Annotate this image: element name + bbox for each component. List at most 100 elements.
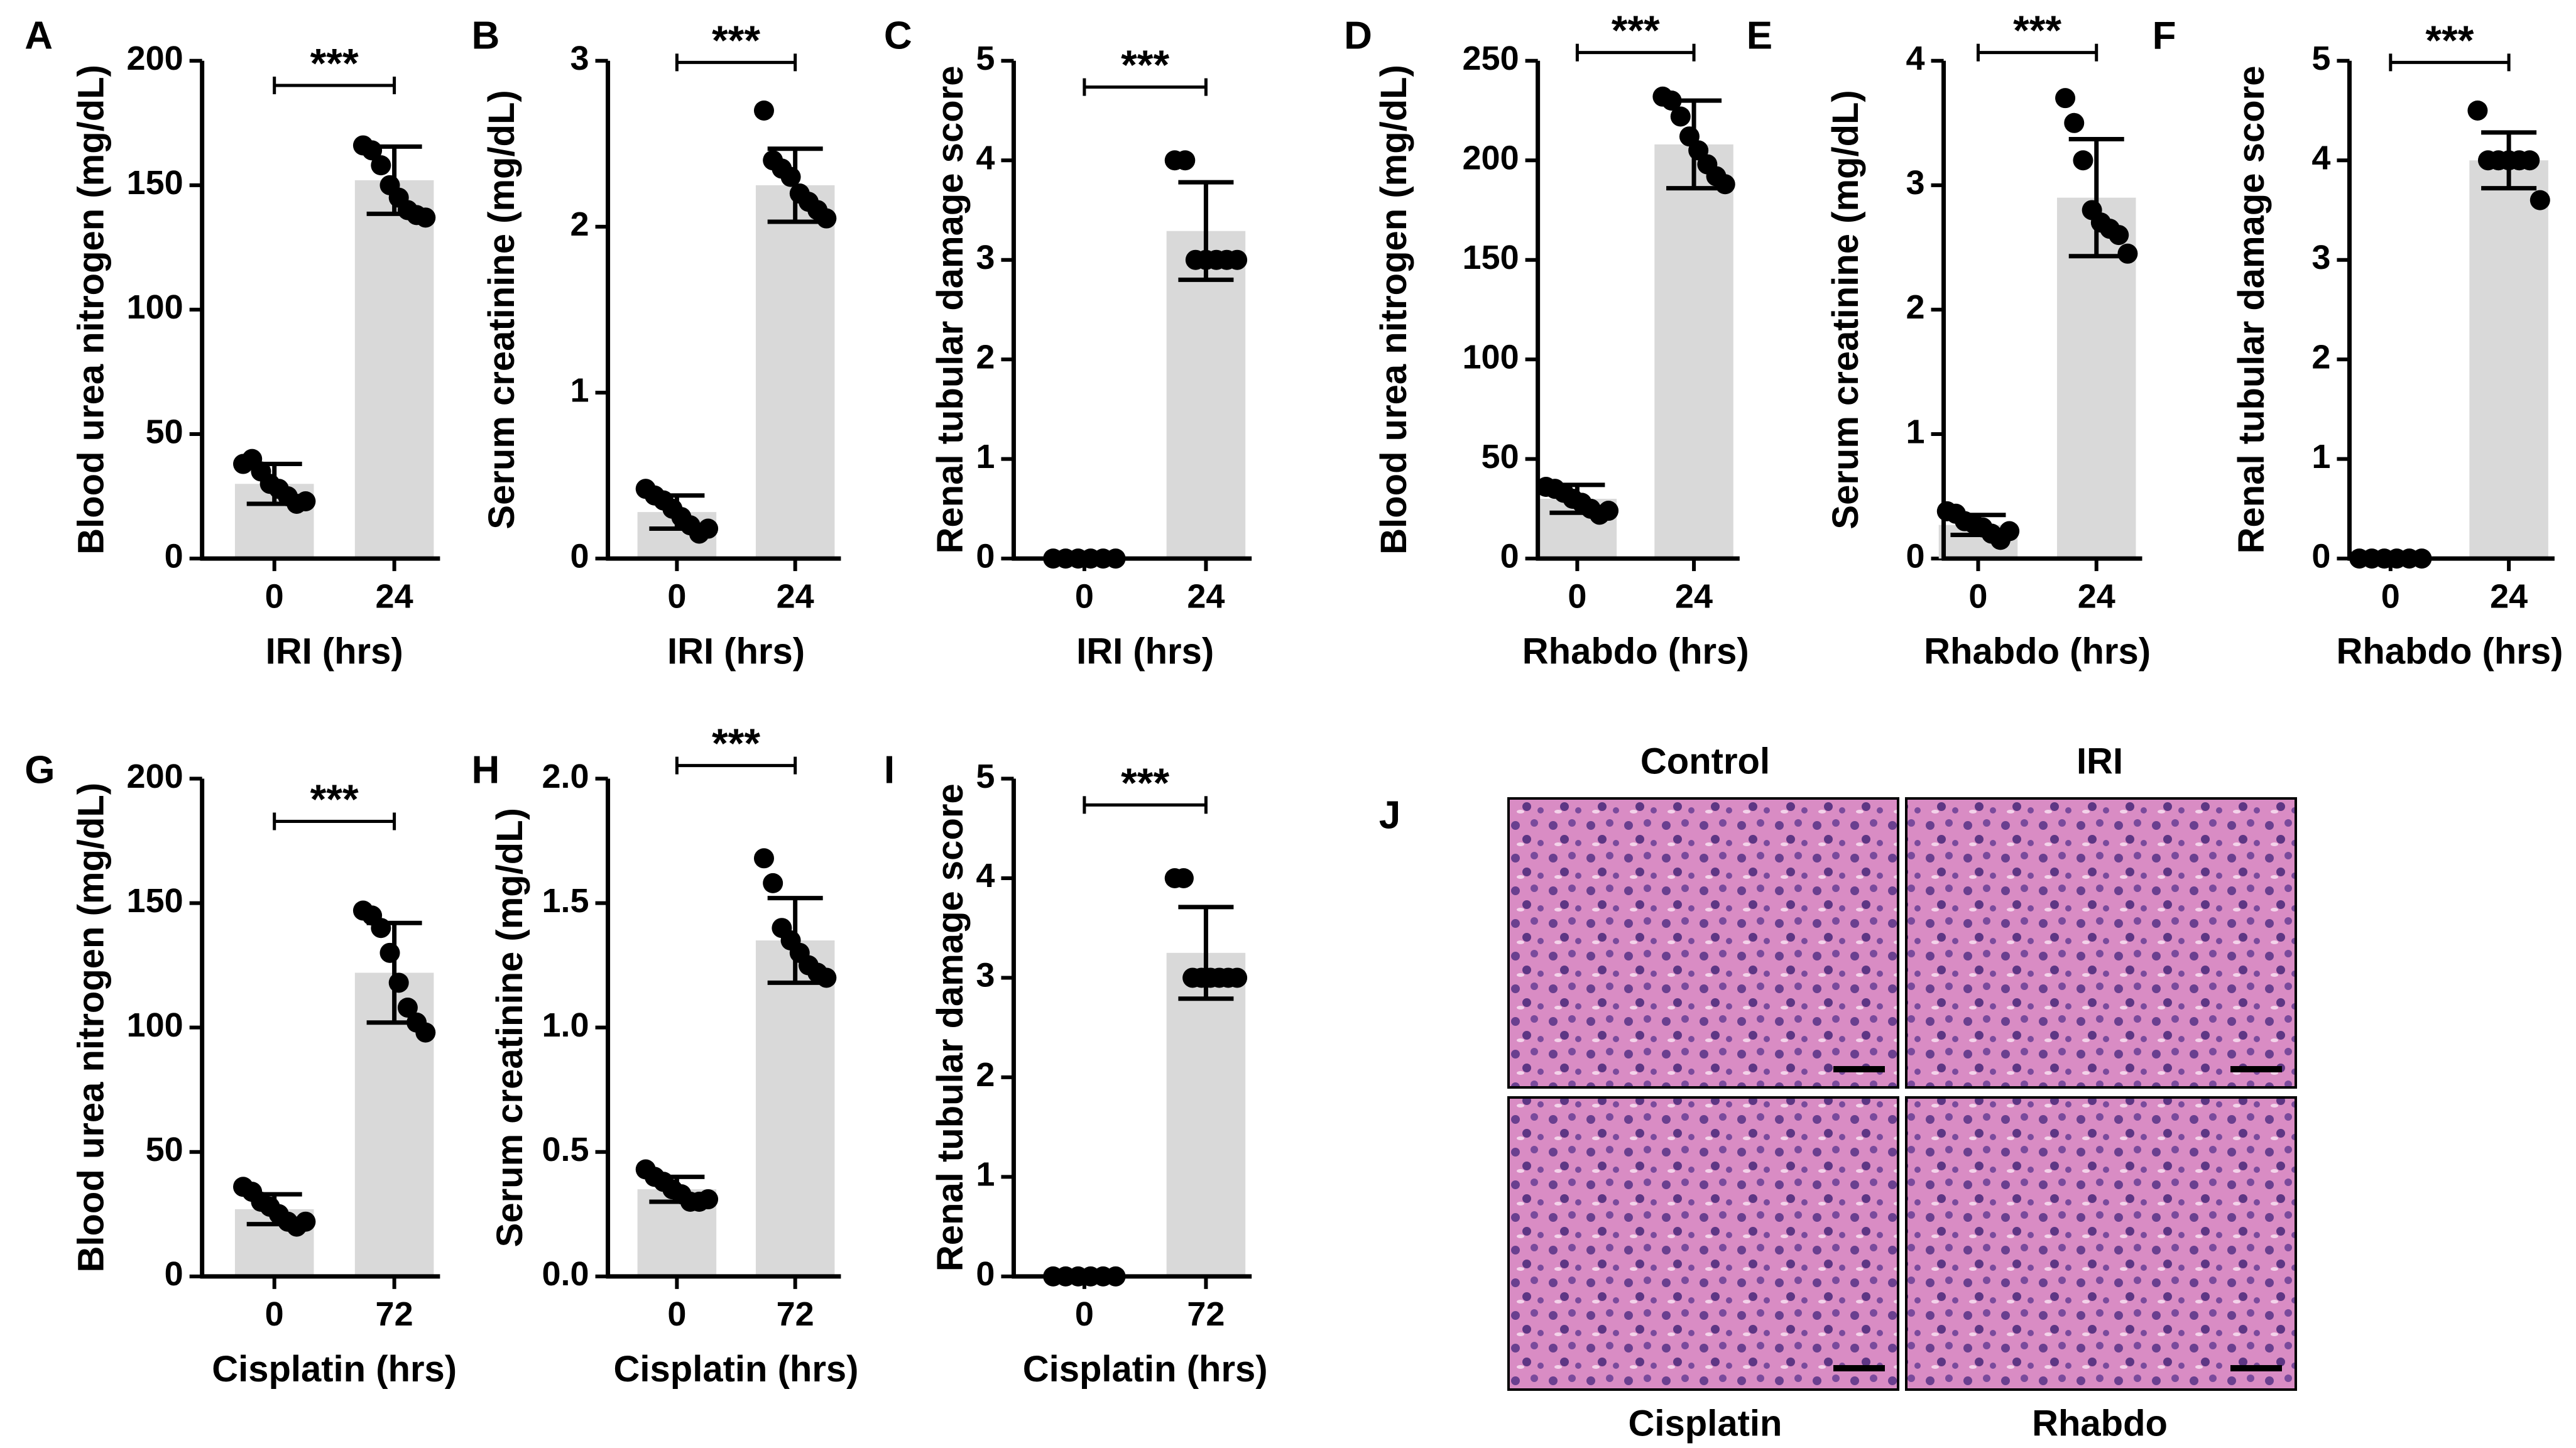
data-point [2109,225,2129,246]
error-bar [767,896,823,985]
y-tick-label: 2 [570,205,589,243]
x-tick-label: 72 [1187,1295,1225,1333]
x-axis-title: Cisplatin (hrs) [212,1349,457,1390]
y-tick-label: 150 [127,164,183,202]
x-tick-label: 24 [2078,577,2115,615]
x-tick-label: 0 [1075,577,1094,615]
data-point [2073,150,2093,171]
error-bar [1950,513,2006,537]
y-tick-label: 1 [976,438,995,476]
data-point [753,100,774,121]
significance-label: *** [1121,41,1169,88]
y-tick-label: 100 [127,288,183,326]
y-tick-label: 200 [1463,139,1519,177]
y-tick-label: 2 [2311,338,2330,376]
data-point [1999,521,2020,542]
data-point [295,1211,316,1232]
bar [755,940,835,1277]
y-tick-label: 1 [570,371,589,409]
histology-image [1507,1096,1899,1391]
x-tick-label: 72 [777,1295,814,1333]
error-bar [2068,137,2124,259]
data-point [698,1189,719,1210]
significance-label: *** [712,17,760,63]
x-tick-label: 0 [1968,577,1987,615]
x-axis-title: Rhabdo (hrs) [2337,631,2563,672]
y-tick-label: 0 [976,537,995,575]
panel-letter: E [1747,14,1772,58]
data-point [753,848,774,869]
error-bar [1178,180,1234,282]
y-tick-label: 0 [165,537,183,575]
histology-image [1905,797,2297,1089]
y-tick-label: 1 [976,1156,995,1194]
y-tick-label: 50 [1482,438,1519,476]
data-point [1175,150,1196,171]
data-point [763,873,783,893]
panel-letter: J [1379,793,1400,837]
bar [2469,160,2548,559]
x-tick-label: 24 [376,577,413,615]
significance-label: *** [310,776,359,822]
data-point [397,997,418,1018]
y-tick-label: 250 [1463,40,1519,77]
y-tick-label: 0.0 [542,1255,589,1293]
y-tick-label: 5 [976,40,995,77]
bar [1654,144,1733,559]
data-point [1173,868,1194,888]
x-axis-title: Cisplatin (hrs) [614,1349,859,1390]
image-label: Rhabdo [2032,1403,2168,1444]
y-axis-title: Blood urea nitrogen (mg/dL) [70,783,111,1273]
error-bar [366,144,422,216]
x-axis-title: Cisplatin (hrs) [1023,1349,1268,1390]
y-axis-title: Blood urea nitrogen (mg/dL) [1373,65,1414,555]
data-point [1715,174,1735,195]
y-tick-label: 5 [976,758,995,795]
y-tick-label: 2 [1906,288,1924,326]
data-point [415,207,436,228]
y-tick-label: 5 [2311,40,2330,77]
panel-letter: F [2153,14,2176,58]
image-label: Control [1640,741,1770,781]
error-bar [246,462,302,506]
y-tick-label: 50 [146,413,183,450]
error-bar [246,1192,302,1227]
y-tick-label: 0 [2311,537,2330,575]
x-tick-label: 0 [667,1295,686,1333]
data-point [816,208,837,229]
y-tick-label: 4 [976,139,995,177]
y-tick-label: 50 [146,1131,183,1168]
x-tick-label: 0 [265,1295,284,1333]
y-tick-label: 2 [976,1056,995,1094]
y-axis-title: Serum creatinine (mg/dL) [481,90,522,529]
x-tick-label: 72 [376,1295,413,1333]
bar [354,180,434,559]
x-axis-title: IRI (hrs) [266,631,403,672]
error-bar [1666,98,1722,191]
y-tick-label: 1 [1906,413,1924,450]
x-tick-label: 24 [1675,577,1713,615]
y-axis-title: Renal tubular damage score [930,66,971,554]
panel-letter: G [25,749,55,792]
data-point [415,1022,436,1043]
y-tick-label: 1 [2311,438,2330,476]
x-tick-label: 0 [667,577,686,615]
data-point [388,972,409,993]
data-point [1227,249,1248,270]
y-tick-label: 100 [1463,338,1519,376]
y-tick-label: 0.5 [542,1131,589,1168]
histology-image [1507,797,1899,1089]
data-point [2055,88,2076,109]
data-point [2519,150,2540,171]
y-tick-label: 150 [1463,239,1519,276]
y-tick-label: 3 [1906,164,1924,202]
y-tick-label: 0 [976,1255,995,1293]
error-bar [1549,482,1605,515]
data-point [698,518,719,539]
significance-label: *** [310,40,359,86]
panel-letter: D [1344,14,1372,58]
data-point [2064,112,2085,133]
y-tick-label: 0 [165,1255,183,1293]
